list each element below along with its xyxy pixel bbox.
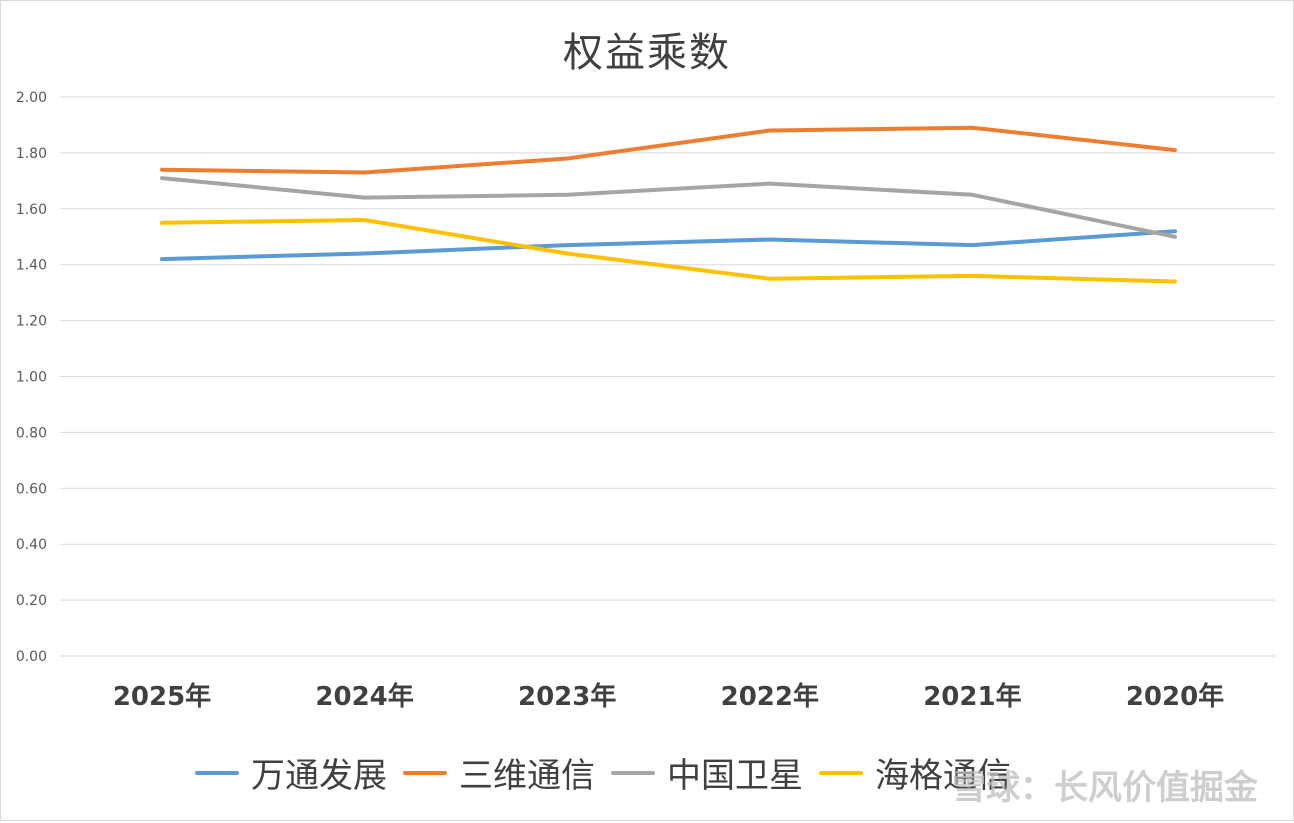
- legend-swatch: [819, 770, 863, 775]
- x-tick-label: 2022年: [721, 681, 819, 712]
- legend-item: 万通发展: [195, 748, 387, 797]
- series-line-中国卫星: [160, 176, 1177, 239]
- legend-item: 海格通信: [819, 748, 1011, 797]
- legend-swatch: [403, 770, 447, 775]
- x-tick-label: 2023年: [518, 681, 616, 712]
- y-tick-label: 1.80: [16, 146, 47, 162]
- series-line-三维通信: [160, 125, 1177, 175]
- chart-title: 权益乘数: [563, 30, 731, 76]
- y-tick-label: 2.00: [16, 90, 47, 106]
- legend-label: 三维通信: [459, 756, 595, 796]
- watermark: 雪球：长风价值掘金: [952, 768, 1258, 808]
- x-tick-label: 2021年: [923, 681, 1021, 712]
- y-tick-label: 0.20: [16, 593, 47, 609]
- y-tick-label: 1.00: [16, 370, 47, 386]
- series-line-万通发展: [160, 229, 1177, 262]
- series-lines: [160, 125, 1177, 284]
- y-tick-label: 0.60: [16, 481, 47, 497]
- legend-swatch: [611, 770, 655, 775]
- x-tick-label: 2024年: [315, 681, 413, 712]
- series-line-海格通信: [160, 218, 1177, 284]
- legend-label: 中国卫星: [667, 756, 803, 796]
- legend: 万通发展 三维通信 中国卫星 海格通信: [195, 748, 1011, 797]
- legend-swatch: [195, 770, 239, 775]
- x-axis-ticks: 2025年 2024年 2023年 2022年 2021年 2020年: [113, 681, 1224, 712]
- y-axis-ticks: 0.00 0.20 0.40 0.60 0.80 1.00 1.20 1.40 1.60 1.80…: [16, 90, 47, 665]
- legend-item: 三维通信: [403, 748, 595, 797]
- legend-item: 中国卫星: [611, 748, 803, 797]
- y-tick-label: 1.60: [16, 202, 47, 218]
- y-tick-label: 1.40: [16, 258, 47, 274]
- y-tick-label: 0.00: [16, 649, 47, 665]
- y-tick-label: 0.40: [16, 537, 47, 553]
- legend-label: 海格通信: [875, 756, 1011, 796]
- y-tick-label: 0.80: [16, 425, 47, 441]
- x-tick-label: 2020年: [1126, 681, 1224, 712]
- gridlines: [60, 96, 1275, 657]
- y-tick-label: 1.20: [16, 314, 47, 330]
- x-tick-label: 2025年: [113, 681, 211, 712]
- legend-label: 万通发展: [251, 756, 387, 796]
